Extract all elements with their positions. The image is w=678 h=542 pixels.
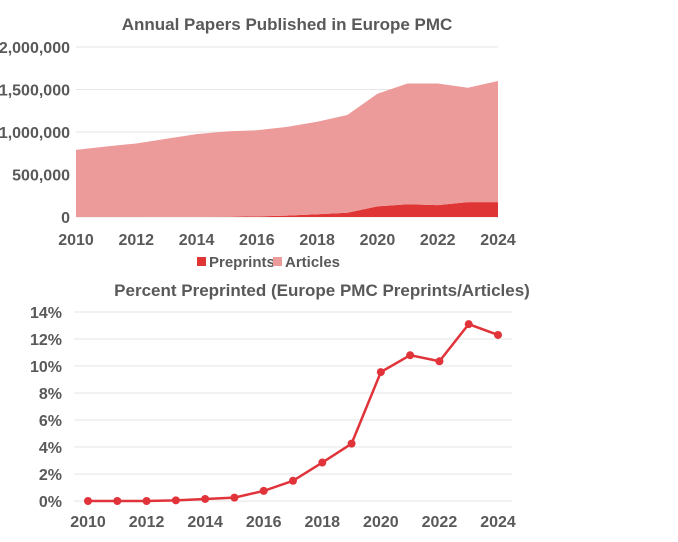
x-tick-label: 2012 — [129, 514, 165, 531]
x-tick-label: 2014 — [179, 232, 215, 249]
legend-swatch-articles — [273, 257, 282, 266]
area-preprints — [76, 202, 498, 217]
data-point — [318, 458, 327, 467]
legend-swatch-preprints — [197, 257, 206, 266]
x-tick-label: 2018 — [304, 514, 340, 531]
data-point — [84, 497, 92, 505]
x-tick-label: 2016 — [246, 514, 282, 531]
x-tick-label: 2022 — [422, 514, 458, 531]
chart-1-title: Annual Papers Published in Europe PMC — [122, 15, 453, 34]
area-articles — [76, 81, 498, 217]
x-tick-label: 2014 — [187, 514, 223, 531]
data-point — [494, 330, 502, 339]
data-point — [113, 497, 122, 505]
y-tick-label: 1,500,000 — [0, 83, 70, 100]
data-point — [435, 357, 444, 366]
data-point — [347, 439, 356, 448]
data-point — [201, 494, 210, 503]
x-tick-label: 2010 — [70, 514, 106, 531]
x-tick-label: 2024 — [480, 514, 516, 531]
data-point — [406, 351, 415, 360]
y-tick-label: 0% — [39, 494, 62, 511]
data-point — [142, 497, 151, 505]
x-tick-label: 2016 — [239, 232, 275, 249]
y-tick-label: 0 — [61, 210, 70, 227]
data-point — [289, 476, 297, 485]
x-tick-label: 2018 — [299, 232, 335, 249]
y-tick-label: 12% — [30, 332, 62, 349]
data-point — [259, 486, 268, 495]
y-tick-label: 6% — [39, 413, 62, 430]
legend-label-articles: Articles — [285, 254, 340, 271]
y-tick-label: 10% — [30, 359, 62, 376]
data-point — [230, 493, 239, 502]
y-tick-label: 2% — [39, 467, 62, 484]
legend-label-preprints: Preprints — [209, 254, 275, 271]
x-tick-label: 2010 — [58, 232, 94, 249]
chart-2-title: Percent Preprinted (Europe PMC Preprints… — [114, 281, 530, 300]
y-tick-label: 500,000 — [12, 168, 70, 185]
y-tick-label: 1,000,000 — [0, 125, 70, 142]
data-point — [376, 368, 385, 377]
x-tick-label: 2020 — [360, 232, 396, 249]
chart-1-legend: Preprints Articles — [197, 254, 340, 271]
y-tick-label: 2,000,000 — [0, 40, 70, 57]
data-point — [464, 320, 473, 329]
x-tick-label: 2020 — [363, 514, 399, 531]
data-point — [171, 496, 180, 505]
y-tick-label: 14% — [30, 305, 62, 322]
x-tick-label: 2024 — [480, 232, 516, 249]
y-tick-label: 4% — [39, 440, 62, 457]
y-tick-label: 8% — [39, 386, 62, 403]
x-tick-label: 2022 — [420, 232, 456, 249]
x-tick-label: 2012 — [118, 232, 154, 249]
